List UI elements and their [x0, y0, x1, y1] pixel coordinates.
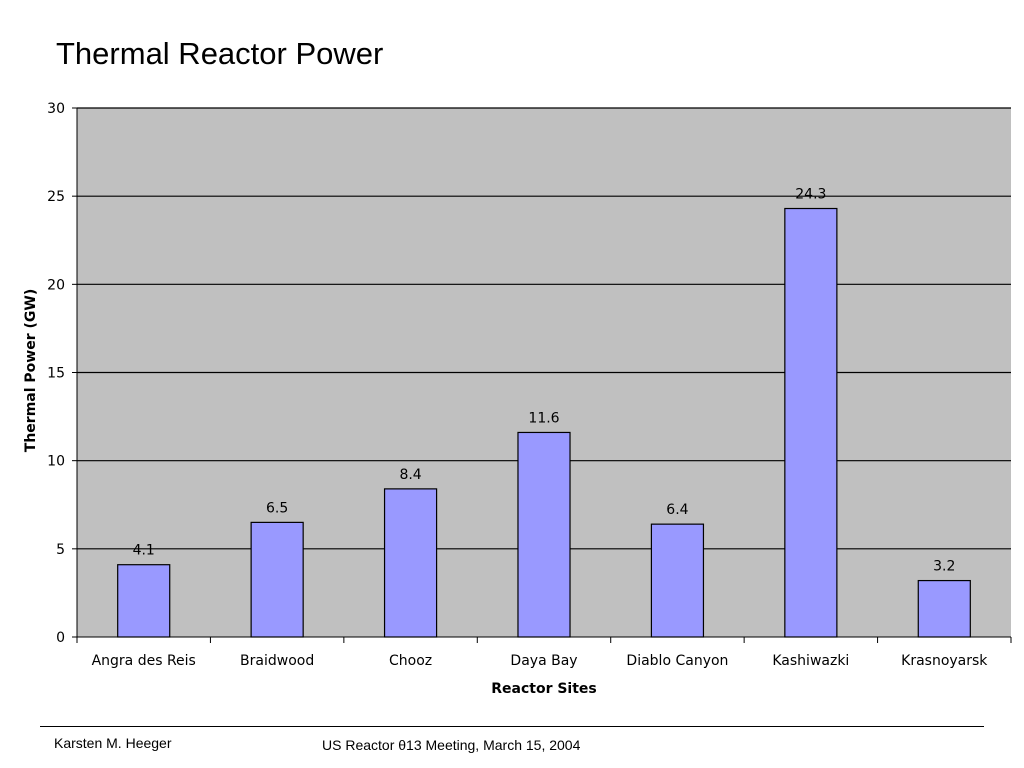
footer-rule [40, 726, 984, 727]
y-tick-label: 15 [47, 366, 65, 382]
axes [72, 107, 1012, 643]
bar [917, 579, 971, 638]
y-tick-label: 25 [47, 189, 65, 205]
data-label: 3.2 [933, 559, 955, 575]
x-category-label: Braidwood [240, 653, 314, 669]
x-category-label: Krasnoyarsk [901, 653, 988, 669]
bar [517, 431, 571, 638]
labels: 0 5 10 15 20 25 30 4.1 Angra des Reis 6.5 Braidwoo… [47, 101, 988, 669]
bars [117, 207, 971, 638]
bar [250, 521, 304, 638]
x-category-label: Chooz [389, 653, 432, 669]
x-category-label: Angra des Reis [92, 653, 196, 669]
x-category-label: Daya Bay [510, 653, 577, 669]
y-tick-label: 5 [56, 542, 65, 558]
bar [383, 488, 438, 638]
data-label: 4.1 [133, 543, 155, 559]
y-axis-title: Thermal Power (GW) [23, 289, 39, 452]
bar-chart: 0 5 10 15 20 25 30 4.1 Angra des Reis 6.5 Braidwoo… [23, 101, 1012, 697]
data-label: 24.3 [795, 187, 826, 203]
x-category-label: Kashiwazki [772, 653, 849, 669]
data-label: 6.4 [666, 502, 688, 518]
y-tick-label: 0 [56, 630, 65, 646]
x-axis-title: Reactor Sites [491, 681, 597, 697]
footer-meeting: US Reactor θ13 Meeting, March 15, 2004 [322, 737, 581, 753]
y-tick-label: 30 [47, 101, 65, 117]
footer-author: Karsten M. Heeger [54, 735, 172, 751]
y-tick-label: 20 [47, 277, 65, 293]
slide-title: Thermal Reactor Power [56, 36, 384, 71]
bar [650, 523, 705, 638]
data-label: 8.4 [399, 467, 421, 483]
data-label: 11.6 [528, 410, 559, 426]
data-label: 6.5 [266, 500, 288, 516]
y-tick-label: 10 [47, 454, 65, 470]
bar [117, 564, 171, 638]
bar [784, 207, 838, 638]
x-category-label: Diablo Canyon [626, 653, 728, 669]
